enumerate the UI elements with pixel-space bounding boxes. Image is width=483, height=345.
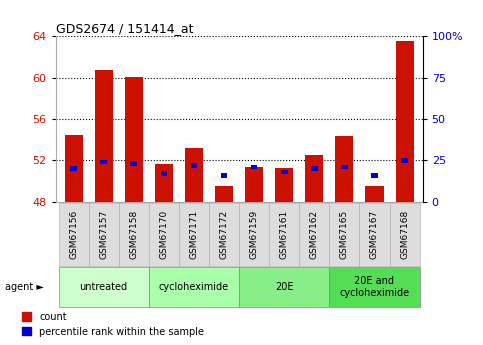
Text: GSM67172: GSM67172: [220, 210, 228, 259]
Text: GSM67162: GSM67162: [310, 210, 319, 259]
Bar: [185, 148, 203, 202]
Bar: [396, 41, 413, 202]
Legend: count, percentile rank within the sample: count, percentile rank within the sample: [22, 312, 204, 337]
Bar: [341, 165, 348, 169]
Bar: [401, 158, 408, 163]
Bar: [245, 167, 263, 202]
Bar: [305, 155, 323, 202]
Bar: [100, 160, 107, 165]
Bar: [71, 166, 77, 171]
Text: GSM67171: GSM67171: [189, 210, 199, 259]
Bar: [215, 186, 233, 202]
Text: GSM67158: GSM67158: [129, 210, 138, 259]
Bar: [335, 136, 354, 202]
Bar: [65, 135, 83, 202]
Bar: [311, 166, 318, 171]
Bar: [125, 77, 143, 202]
Text: GSM67161: GSM67161: [280, 210, 289, 259]
Text: GSM67157: GSM67157: [99, 210, 108, 259]
Text: untreated: untreated: [80, 282, 128, 292]
Text: cycloheximide: cycloheximide: [159, 282, 229, 292]
Text: GSM67159: GSM67159: [250, 210, 258, 259]
Text: GSM67170: GSM67170: [159, 210, 169, 259]
Bar: [221, 173, 227, 178]
Text: GSM67167: GSM67167: [370, 210, 379, 259]
Text: GSM67168: GSM67168: [400, 210, 409, 259]
Bar: [281, 170, 287, 174]
Bar: [371, 173, 378, 178]
Bar: [251, 165, 257, 169]
Text: GDS2674 / 151414_at: GDS2674 / 151414_at: [56, 22, 193, 35]
Text: 20E: 20E: [275, 282, 294, 292]
Text: agent ►: agent ►: [5, 282, 43, 292]
Bar: [191, 163, 197, 168]
Text: GSM67156: GSM67156: [69, 210, 78, 259]
Bar: [160, 171, 167, 176]
Bar: [155, 164, 173, 202]
Text: 20E and
cycloheximide: 20E and cycloheximide: [340, 276, 410, 298]
Bar: [130, 161, 137, 166]
Bar: [366, 186, 384, 202]
Bar: [275, 168, 293, 202]
Bar: [95, 70, 113, 202]
Text: GSM67165: GSM67165: [340, 210, 349, 259]
